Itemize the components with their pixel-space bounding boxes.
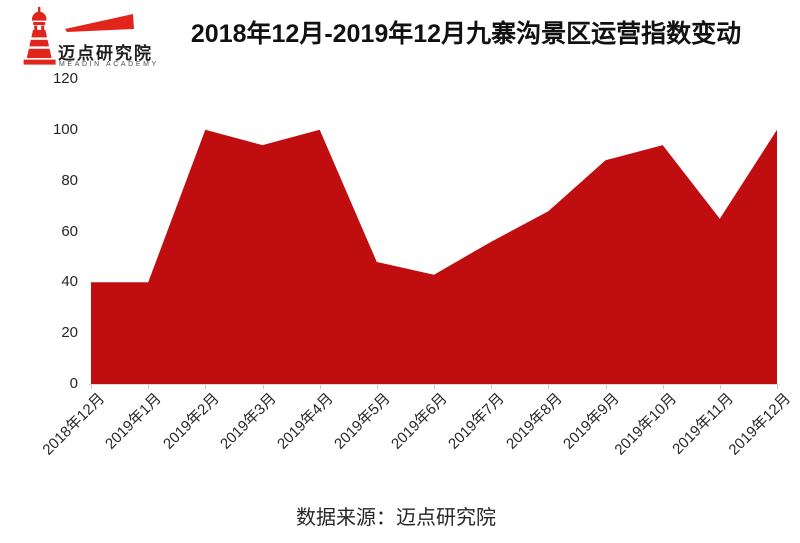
x-tick-mark xyxy=(319,385,321,389)
meadin-logo: 迈点研究院 MEADIN ACADEMY xyxy=(18,6,178,74)
logo-subtitle: MEADIN ACADEMY xyxy=(59,61,159,68)
x-tick-label: 2019年2月 xyxy=(159,390,223,453)
x-tick-mark xyxy=(662,385,664,389)
x-tick-mark xyxy=(91,385,92,389)
area-series xyxy=(91,129,777,384)
x-tick-mark xyxy=(262,385,264,389)
logo-name: 迈点研究院 xyxy=(58,44,153,63)
x-tick-label: 2019年3月 xyxy=(216,390,280,453)
lighthouse-icon xyxy=(23,7,134,65)
x-tick-label: 2019年6月 xyxy=(388,390,452,453)
x-tick-label: 2019年7月 xyxy=(445,390,509,453)
y-tick-label: 120 xyxy=(52,70,78,87)
x-tick-label: 2019年4月 xyxy=(273,390,337,453)
x-tick-label: 2019年5月 xyxy=(331,390,394,453)
area-series-shape xyxy=(91,129,777,384)
chart-title: 2018年12月-2019年12月九寨沟景区运营指数变动 xyxy=(190,20,742,48)
x-tick-mark xyxy=(434,385,435,389)
y-tick-label: 60 xyxy=(61,222,78,240)
x-tick-mark xyxy=(548,385,550,389)
x-tick-mark xyxy=(719,385,721,389)
x-tick-mark xyxy=(491,385,493,389)
x-axis-line xyxy=(89,384,780,385)
x-tick-label: 2019年8月 xyxy=(502,390,566,453)
y-tick-label: 20 xyxy=(61,324,78,342)
x-tick-mark xyxy=(605,385,607,389)
x-tick-mark xyxy=(777,385,778,389)
plot-area xyxy=(91,79,777,384)
data-source: 数据来源：迈点研究院 xyxy=(296,507,496,529)
y-tick-label: 80 xyxy=(61,171,78,189)
y-tick-label: 0 xyxy=(69,375,78,392)
y-tick-label: 100 xyxy=(52,120,78,138)
x-tick-mark xyxy=(376,385,378,389)
x-tick-label: 2018年12月 xyxy=(39,390,109,459)
x-tick-mark xyxy=(205,385,207,389)
x-tick-label: 2019年1月 xyxy=(102,390,166,453)
y-tick-label: 40 xyxy=(61,273,78,291)
x-tick-mark xyxy=(148,385,150,389)
